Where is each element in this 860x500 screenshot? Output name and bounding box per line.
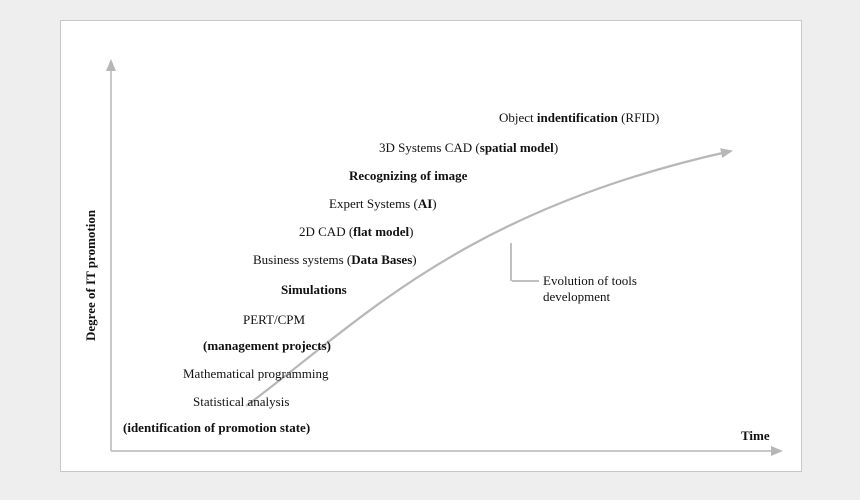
stage-label: (management projects) [203,339,331,353]
stage-label: PERT/CPM [243,313,305,327]
stage-label-bold: (identification of promotion state) [123,420,310,435]
x-axis-arrow-icon [771,446,783,456]
stage-label-bold: indentification [537,110,618,125]
stage-label-text: Expert Systems ( [329,196,418,211]
diagram-svg [61,21,801,471]
stage-label-text: ) [409,224,413,239]
annotation-text-line: Evolution of tools [543,273,637,289]
annotation-text: Evolution of toolsdevelopment [543,273,637,306]
stage-label-bold: Data Bases [351,252,412,267]
stage-label: Object indentification (RFID) [499,111,659,125]
stage-label: Recognizing of image [349,169,467,183]
stage-label-bold: AI [418,196,432,211]
stage-label-text: Object [499,110,537,125]
stage-label: Expert Systems (AI) [329,197,437,211]
stage-label: Simulations [281,283,347,297]
stage-label-text: ) [432,196,436,211]
y-axis-arrow-icon [106,59,116,71]
stage-label: (identification of promotion state) [123,421,310,435]
stage-label-text: Business systems ( [253,252,351,267]
stage-label-text: PERT/CPM [243,312,305,327]
diagram-frame: Degree of IT promotion Time Evolution of t… [60,20,802,472]
stage-label-text: Statistical analysis [193,394,289,409]
stage-label-text: ) [554,140,558,155]
stage-label: Statistical analysis [193,395,289,409]
stage-label-bold: flat model [353,224,409,239]
stage-label-bold: Simulations [281,282,347,297]
stage-label-bold: Recognizing of image [349,168,467,183]
stage-label-text: ) [412,252,416,267]
stage-label: Business systems (Data Bases) [253,253,417,267]
stage-label-text: 3D Systems CAD ( [379,140,480,155]
curve-arrow-icon [720,148,733,158]
annotation-text-line: development [543,289,637,305]
stage-label: Mathematical programming [183,367,328,381]
y-axis-label: Degree of IT promotion [83,210,99,341]
x-axis-label: Time [741,428,770,444]
diagram-plot: Degree of IT promotion Time Evolution of t… [61,21,801,471]
stage-label-text: Mathematical programming [183,366,328,381]
stage-label-text: 2D CAD ( [299,224,353,239]
stage-label: 2D CAD (flat model) [299,225,413,239]
stage-label-bold: spatial model [480,140,554,155]
stage-label-text: (RFID) [618,110,660,125]
stage-label-bold: (management projects) [203,338,331,353]
stage-label: 3D Systems CAD (spatial model) [379,141,558,155]
